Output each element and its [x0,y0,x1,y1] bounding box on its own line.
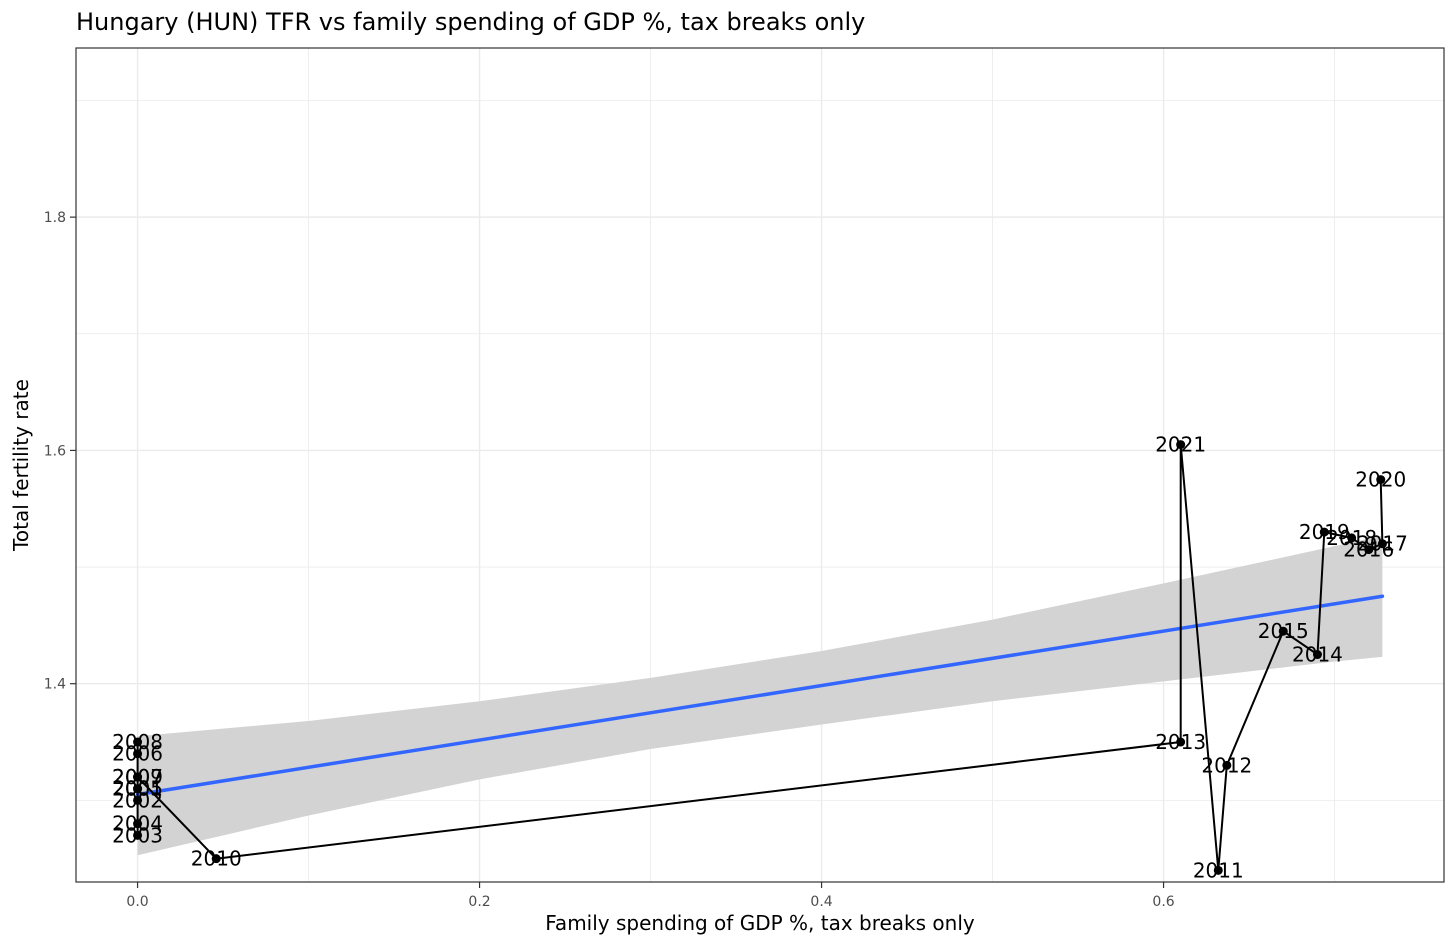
point-label-2019: 2019 [1299,520,1350,544]
data-point-2015 [1278,626,1288,636]
point-label-2013: 2013 [1155,730,1206,754]
points-layer [133,440,1387,875]
point-label-2012: 2012 [1201,753,1252,777]
data-point-2011 [1213,865,1223,875]
point-label-2014: 2014 [1292,643,1343,667]
data-point-2003 [133,830,143,840]
point-label-2007: 2007 [112,765,163,789]
point-label-2010: 2010 [191,847,242,871]
y-tick-label: 1.8 [44,210,66,226]
point-label-2018: 2018 [1326,526,1377,550]
x-tick-label: 0.2 [468,894,490,910]
point-label-2021: 2021 [1155,433,1206,457]
point-label-2011: 2011 [1193,858,1244,882]
point-label-2020: 2020 [1355,468,1406,492]
data-point-2014 [1312,650,1322,660]
point-label-2006: 2006 [112,742,163,766]
x-tick-label: 0.4 [810,894,832,910]
axis-ticks: 0.0 0.2 0.4 0.6 1.4 1.6 1.8 [44,210,1175,910]
point-label-2005: 2005 [112,777,163,801]
point-label-2017: 2017 [1357,532,1408,556]
trend-line-layer [135,594,1385,797]
y-axis-title: Total fertility rate [9,379,33,552]
data-point-2002 [133,795,143,805]
x-axis-title: Family spending of GDP %, tax breaks onl… [545,911,975,935]
point-label-2016: 2016 [1343,538,1394,562]
data-point-2005 [133,784,143,794]
data-point-2010 [211,854,221,864]
data-point-2020 [1376,475,1386,485]
data-point-2018 [1347,533,1357,543]
point-label-2015: 2015 [1258,619,1309,643]
data-point-2013 [1176,737,1186,747]
data-point-2006 [133,749,143,759]
point-label-2003: 2003 [112,823,163,847]
data-point-2008 [133,737,143,747]
point-label-2001: 2001 [112,777,163,801]
data-point-2004 [133,819,143,829]
grid [76,48,1444,882]
y-tick-label: 1.4 [44,677,66,693]
y-tick-label: 1.6 [44,443,66,459]
point-label-2008: 2008 [112,730,163,754]
point-label-2009: 2009 [112,765,163,789]
data-point-2017 [1377,539,1387,549]
data-point-2021 [1176,440,1186,450]
point-label-2004: 2004 [112,812,163,836]
x-tick-label: 0.0 [126,894,148,910]
x-tick-label: 0.6 [1152,894,1174,910]
trend-line [135,594,1385,797]
data-point-2019 [1319,527,1329,537]
panel-border [75,47,1445,883]
data-point-2012 [1222,760,1232,770]
chart-title: Hungary (HUN) TFR vs family spending of … [76,8,865,36]
point-label-2002: 2002 [112,788,163,812]
data-point-2016 [1364,545,1374,555]
data-point-2009 [133,772,143,782]
